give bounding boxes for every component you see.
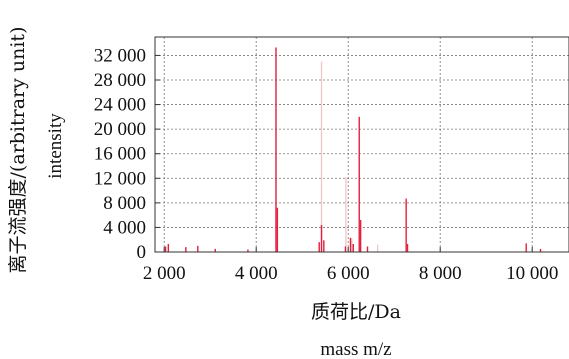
- y-tick-label: 4 000: [103, 217, 146, 238]
- y-tick-label: 24 000: [94, 95, 146, 116]
- y-tick-label: 8 000: [103, 193, 146, 214]
- y-tick-label: 28 000: [94, 70, 146, 91]
- x-tick-label: 6 000: [327, 263, 370, 284]
- x-tick-label: 4 000: [235, 263, 278, 284]
- y-tick-labels: 0 4 000 8 000 12 000 16 000 20 000 24 000 28 00…: [94, 45, 160, 263]
- x-tick-labels: 2 000 4 000 6 000 8 000 10 000: [143, 247, 558, 284]
- y-axis-label: 离子流强度/(arbitrary unit): [7, 27, 29, 274]
- y-tick-label: 32 000: [94, 45, 146, 66]
- spectrum-peaks: [164, 47, 542, 252]
- x-tick-label: 8 000: [419, 263, 462, 284]
- y-tick-label: 16 000: [94, 144, 146, 165]
- grid-lines: [155, 37, 569, 252]
- x-axis-label: 质荷比/Da: [311, 301, 401, 323]
- y-tick-label: 20 000: [94, 119, 146, 140]
- y-tick-label: 0: [137, 242, 147, 263]
- x-tick-label: 2 000: [143, 263, 186, 284]
- y-tick-label: 12 000: [94, 168, 146, 189]
- x-axis-label-en: mass m/z: [320, 339, 391, 359]
- y-axis-label-en: intensity: [45, 113, 66, 179]
- x-tick-label: 10 000: [506, 263, 558, 284]
- plot-frame: [154, 36, 569, 253]
